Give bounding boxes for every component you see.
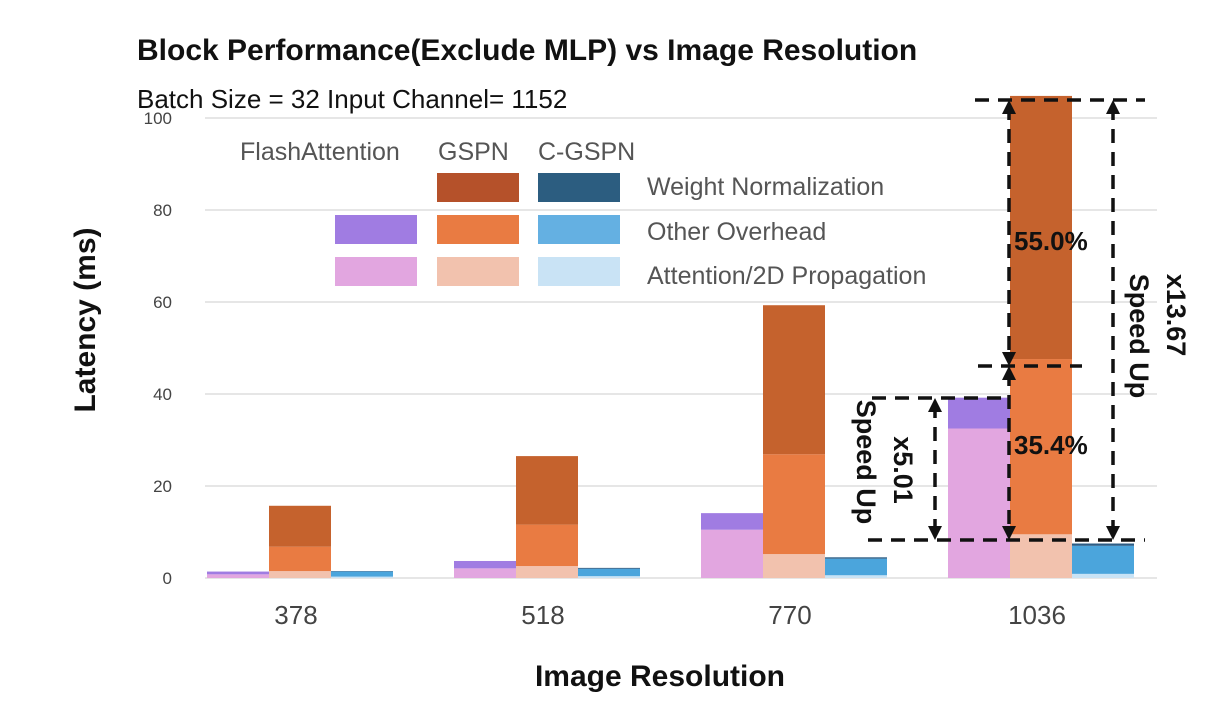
legend-swatch-cgspn-0 xyxy=(538,173,620,202)
bar-flashattention-other-overhead-518 xyxy=(454,561,516,568)
legend-swatch-flash-1 xyxy=(335,215,417,244)
annotation-other-pct: 35.4% xyxy=(1014,430,1088,460)
bar-gspn-weight-normalization-378 xyxy=(269,506,331,547)
bar-flashattention-other-overhead-378 xyxy=(207,572,269,575)
y-tick-labels: 0 20 40 60 80 100 xyxy=(144,109,172,588)
bar-c-gspn-attention-2d-propagation-770 xyxy=(825,575,887,578)
bar-gspn-attention-2d-propagation-518 xyxy=(516,566,578,578)
annotation-speedup-small-text: Speed Up xyxy=(851,400,881,525)
speedup-arrow-large-head-down xyxy=(1106,526,1120,540)
bar-c-gspn-other-overhead-518 xyxy=(578,569,640,576)
speedup-arrow-large-head-up xyxy=(1106,100,1120,114)
legend-swatch-cgspn-2 xyxy=(538,257,620,286)
x-tick-label-378: 378 xyxy=(274,600,317,630)
x-tick-label-1036: 1036 xyxy=(1008,600,1066,630)
bar-c-gspn-other-overhead-770 xyxy=(825,559,887,576)
legend-swatches xyxy=(335,173,620,286)
legend-swatch-cgspn-1 xyxy=(538,215,620,244)
legend-swatch-gspn-2 xyxy=(437,257,519,286)
speedup-arrow-small-head-down xyxy=(928,526,942,540)
bar-c-gspn-weight-normalization-518 xyxy=(578,568,640,569)
x-tick-label-518: 518 xyxy=(521,600,564,630)
bar-gspn-weight-normalization-770 xyxy=(763,305,825,454)
legend-swatch-flash-2 xyxy=(335,257,417,286)
bar-c-gspn-attention-2d-propagation-518 xyxy=(578,576,640,578)
chart-title: Block Performance(Exclude MLP) vs Image … xyxy=(137,34,917,67)
y-tick-label-20: 20 xyxy=(153,477,172,496)
bar-gspn-attention-2d-propagation-770 xyxy=(763,554,825,578)
bar-c-gspn-attention-2d-propagation-378 xyxy=(331,577,393,578)
legend-label-attention: Attention/2D Propagation xyxy=(647,262,926,290)
bars xyxy=(207,96,1134,578)
y-tick-label-0: 0 xyxy=(163,569,172,588)
bar-gspn-attention-2d-propagation-378 xyxy=(269,571,331,578)
bar-gspn-other-overhead-378 xyxy=(269,547,331,571)
annotation-speedup-large-text: Speed Up xyxy=(1124,274,1154,399)
y-tick-label-60: 60 xyxy=(153,293,172,312)
bar-flashattention-other-overhead-1036 xyxy=(948,398,1010,429)
x-tick-label-770: 770 xyxy=(768,600,811,630)
y-tick-label-80: 80 xyxy=(153,201,172,220)
bar-flashattention-attention-2d-propagation-1036 xyxy=(948,429,1010,579)
y-tick-label-100: 100 xyxy=(144,109,172,128)
bar-c-gspn-weight-normalization-770 xyxy=(825,557,887,558)
annotation-speedup-large-value: x13.67 xyxy=(1161,274,1191,357)
bar-c-gspn-other-overhead-378 xyxy=(331,572,393,577)
y-axis-label: Latency (ms) xyxy=(69,227,102,412)
bar-flashattention-other-overhead-770 xyxy=(701,513,763,530)
legend-header-gspn: GSPN xyxy=(438,138,509,166)
legend-label-weight-normalization: Weight Normalization xyxy=(647,173,884,201)
bar-gspn-other-overhead-518 xyxy=(516,525,578,566)
bar-flashattention-attention-2d-propagation-770 xyxy=(701,530,763,578)
y-tick-label-40: 40 xyxy=(153,385,172,404)
bar-gspn-weight-normalization-518 xyxy=(516,456,578,525)
legend-label-other-overhead: Other Overhead xyxy=(647,218,826,246)
bar-c-gspn-weight-normalization-1036 xyxy=(1072,544,1134,546)
x-tick-labels: 378 518 770 1036 xyxy=(274,600,1066,630)
annotation-speedup-small-value: x5.01 xyxy=(888,436,918,504)
x-axis-label: Image Resolution xyxy=(535,660,785,693)
legend-swatch-gspn-1 xyxy=(437,215,519,244)
bar-gspn-other-overhead-770 xyxy=(763,454,825,554)
speedup-arrow-small-head-up xyxy=(928,398,942,412)
legend-swatch-gspn-0 xyxy=(437,173,519,202)
legend-header-cgspn: C-GSPN xyxy=(538,138,635,166)
legend-header-flashattention: FlashAttention xyxy=(240,138,400,166)
annotation-weight-pct: 55.0% xyxy=(1014,226,1088,256)
bar-flashattention-attention-2d-propagation-518 xyxy=(454,568,516,578)
legend: FlashAttention GSPN C-GSPN Weight Normal… xyxy=(240,138,926,290)
bar-c-gspn-other-overhead-1036 xyxy=(1072,546,1134,574)
chart-subtitle: Batch Size = 32 Input Channel= 1152 xyxy=(137,84,567,114)
bar-flashattention-attention-2d-propagation-378 xyxy=(207,574,269,578)
bar-c-gspn-attention-2d-propagation-1036 xyxy=(1072,574,1134,578)
